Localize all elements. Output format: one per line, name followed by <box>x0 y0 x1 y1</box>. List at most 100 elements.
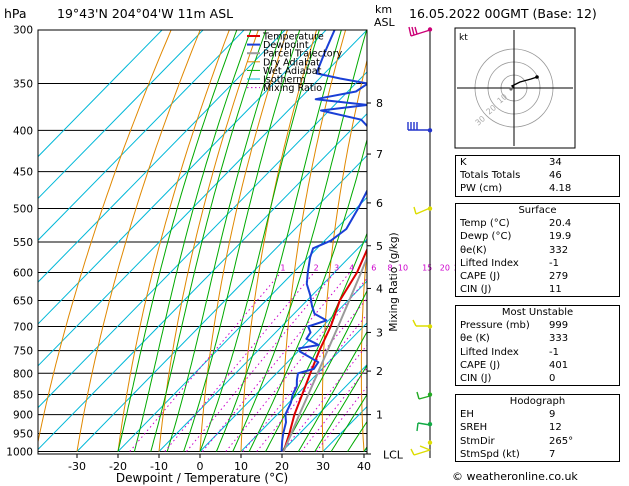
dry-adiabat-line <box>199 30 288 452</box>
pressure-tick-1000: 1000 <box>6 447 33 459</box>
pressure-tick-650: 650 <box>13 296 33 308</box>
hodograph-end-dot <box>535 75 539 79</box>
background-lines <box>38 30 433 452</box>
wind-barb-dot-925 <box>427 421 433 427</box>
pressure-tick-800: 800 <box>13 368 33 380</box>
mixing-ratio-line <box>242 297 367 452</box>
isotherm-line <box>76 154 367 452</box>
km-tick-5: 5 <box>376 240 383 253</box>
pressure-tick-850: 850 <box>13 390 33 402</box>
isotherm-line <box>38 30 163 158</box>
wind-barb-dot-400 <box>427 128 433 133</box>
series-parcel-trajectory <box>282 255 367 452</box>
dry-adiabat-line <box>240 30 318 452</box>
wet-adiabat-line <box>199 30 320 452</box>
km-tick-2: 2 <box>376 365 383 378</box>
pressure-tick-500: 500 <box>13 204 33 216</box>
wind-barb-column <box>407 26 433 458</box>
mixing-ratio-line <box>256 313 367 452</box>
x-axis-label: Dewpoint / Temperature (°C) <box>116 471 288 485</box>
km-unit-label: km <box>375 3 393 16</box>
km-tick-1: 1 <box>376 409 383 422</box>
mixing-ratio-label-3: 3 <box>334 263 339 272</box>
dry-adiabat-line <box>360 245 367 452</box>
dry-adiabat-line <box>117 30 230 452</box>
mixing-ratio-label-8: 8 <box>388 263 393 272</box>
x-tick-0: 0 <box>197 460 204 473</box>
pressure-tick-900: 900 <box>13 410 33 422</box>
legend-item-dry-adiabat: Dry Adiabat <box>263 57 320 68</box>
plot-frame <box>37 29 368 455</box>
mixing-ratio-line <box>202 272 351 452</box>
wind-barb-500 <box>413 206 431 215</box>
isotherm-line <box>38 113 367 451</box>
pressure-tick-950: 950 <box>13 429 33 441</box>
dry-adiabat-line <box>76 30 201 452</box>
asl-unit-label: ASL <box>374 16 395 29</box>
isotherm-line <box>38 30 245 241</box>
legend-item-dewpoint: Dewpoint <box>263 40 309 51</box>
wind-barb-300 <box>408 26 431 37</box>
mixing-ratio-line <box>301 367 367 452</box>
profile-series <box>280 30 367 452</box>
pressure-tick-550: 550 <box>13 237 33 249</box>
most-unstable-table: Most Unstable Pressure (mb) 999 θe (K) 333… <box>455 305 620 387</box>
x-tick-10: 10 <box>234 460 248 473</box>
km-tick-6: 6 <box>376 197 383 210</box>
legend-item-mixing-ratio: Mixing Ratio <box>263 83 322 94</box>
wet-adiabat-line <box>330 393 367 452</box>
x-tick-40: 40 <box>357 460 371 473</box>
km-tick-LCL: LCL <box>383 448 404 461</box>
x-tick-20: 20 <box>275 460 289 473</box>
pressure-tick-600: 600 <box>13 267 33 279</box>
hodograph-storm-dot <box>509 87 513 91</box>
indices-table: K 34 Totals Totals 46 PW (cm) 4.18 <box>455 155 620 197</box>
dry-adiabat-line <box>399 30 433 452</box>
isotherm-line <box>240 322 367 452</box>
isotherm-line <box>158 238 367 452</box>
pressure-tick-450: 450 <box>13 167 33 179</box>
surface-table: Surface Temp (°C) 20.4 Dewp (°C) 19.9 θe(K… <box>455 203 620 298</box>
dry-adiabat-line <box>158 30 259 452</box>
series-dewpoint <box>280 30 367 452</box>
wind-barb-dot-700 <box>427 324 433 329</box>
km-tick-7: 7 <box>376 148 383 161</box>
hpa-unit-label: hPa <box>4 6 27 21</box>
wet-adiabat-line <box>248 137 367 452</box>
mixing-ratio-axis-label: Mixing Ratio (g/kg) <box>388 232 400 331</box>
wind-barb-850 <box>416 391 431 400</box>
wet-adiabat-line <box>117 30 238 452</box>
dry-adiabat-line <box>38 30 172 445</box>
mixing-ratio-label-1: 1 <box>280 263 285 272</box>
wet-adiabat-line <box>314 364 367 452</box>
km-tick-8: 8 <box>376 97 383 110</box>
mixing-ratio-label-6: 6 <box>371 263 376 272</box>
isotherm-line <box>199 280 367 452</box>
mixing-ratio-label-15: 15 <box>422 263 432 272</box>
datetime-title: 16.05.2022 00GMT (Base: 12) <box>409 6 597 21</box>
mixing-ratio-label-20: 20 <box>440 263 450 272</box>
wind-barb-dot-975 <box>427 440 433 445</box>
isotherm-line <box>38 30 286 283</box>
wet-adiabat-line <box>232 30 367 452</box>
km-tick-3: 3 <box>376 326 383 339</box>
wet-adiabat-line <box>297 330 367 452</box>
mixing-ratio-line <box>164 272 315 452</box>
isotherm-line <box>38 30 204 200</box>
mixing-ratio-line <box>315 385 367 452</box>
mixing-ratio-label-4: 4 <box>349 263 354 272</box>
wet-adiabat-line <box>166 30 283 452</box>
mixing-ratio-line <box>282 344 367 452</box>
wet-adiabat-line <box>133 30 252 452</box>
dry-adiabat-line <box>281 30 347 452</box>
pressure-tick-750: 750 <box>13 346 33 358</box>
dry-adiabat-line <box>321 58 367 452</box>
isotherm-line <box>281 364 367 452</box>
x-tick-30: 30 <box>316 460 330 473</box>
x-tick--10: -10 <box>150 460 168 473</box>
legend-item-wet-adiabat: Wet Adiabat <box>263 66 322 77</box>
pressure-tick-400: 400 <box>13 125 33 137</box>
